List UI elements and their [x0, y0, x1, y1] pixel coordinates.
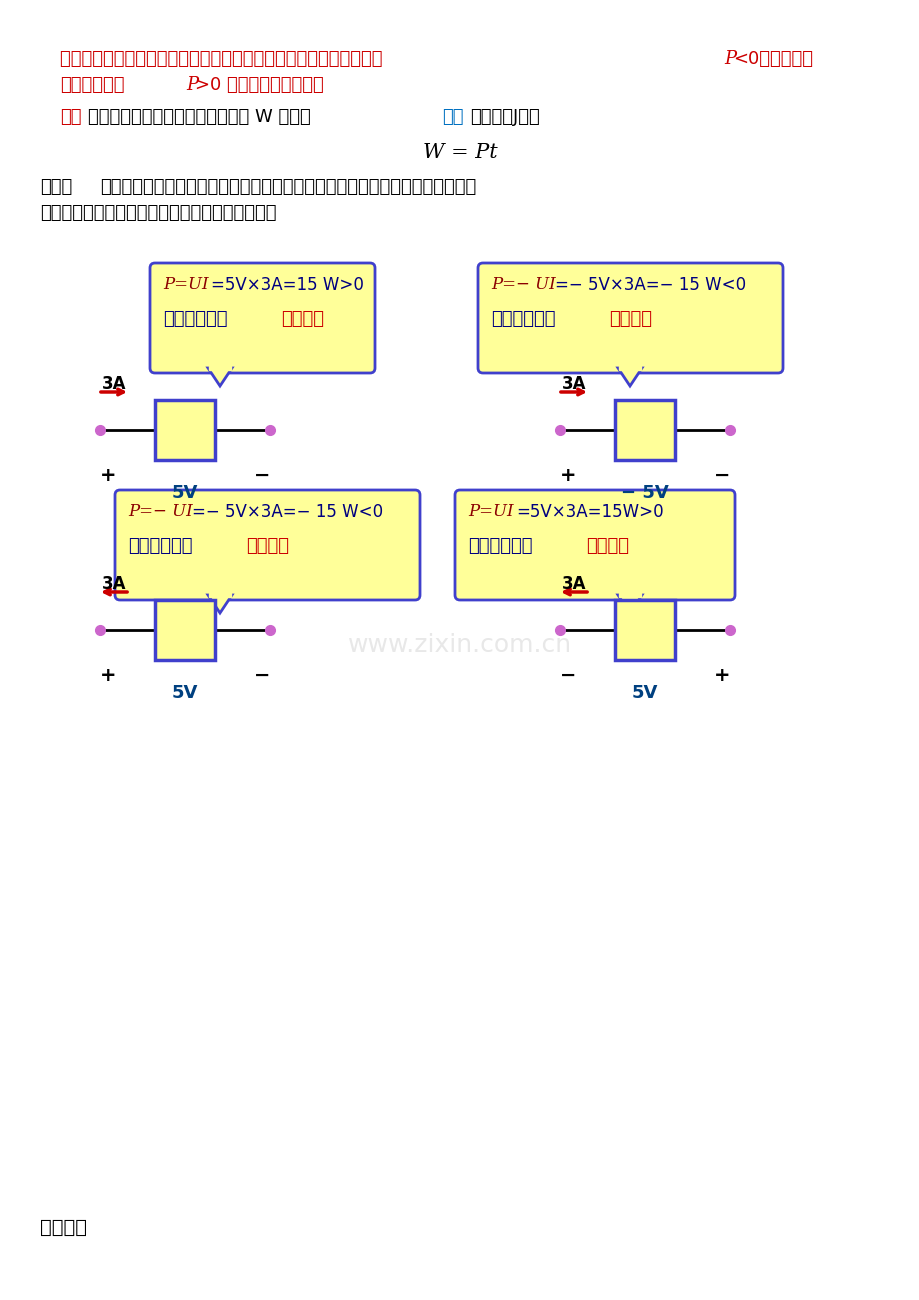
Text: W = Pt: W = Pt: [422, 143, 497, 162]
Text: 吸收功率: 吸收功率: [585, 537, 629, 555]
FancyBboxPatch shape: [115, 490, 420, 601]
Text: 元件实际上是: 元件实际上是: [468, 537, 532, 555]
Text: 3A: 3A: [562, 374, 585, 393]
FancyBboxPatch shape: [455, 490, 734, 601]
Text: 释放功率: 释放功率: [245, 537, 289, 555]
Text: 5V: 5V: [172, 684, 198, 702]
Polygon shape: [208, 595, 232, 614]
Polygon shape: [209, 367, 231, 370]
Text: www.zixin.com.cn: www.zixin.com.cn: [347, 633, 572, 656]
FancyBboxPatch shape: [614, 400, 675, 460]
Text: 3A: 3A: [102, 575, 126, 593]
Text: =5V×3A=15W>0: =5V×3A=15W>0: [516, 503, 663, 521]
Text: 是焦耳（J）。: 是焦耳（J）。: [470, 108, 539, 126]
Text: P: P: [186, 75, 198, 94]
Text: 功率，并说明该元件实际上是吸收还是释放功率。: 功率，并说明该元件实际上是吸收还是释放功率。: [40, 204, 277, 222]
Text: 元件实际上是: 元件实际上是: [128, 537, 192, 555]
Polygon shape: [618, 593, 641, 597]
FancyBboxPatch shape: [154, 601, 215, 660]
Text: 件释放功率，: 件释放功率，: [60, 75, 124, 94]
Text: −: −: [559, 666, 575, 685]
Text: =− 5V×3A=− 15 W<0: =− 5V×3A=− 15 W<0: [554, 276, 745, 294]
Text: P: P: [723, 49, 735, 68]
Text: 单位: 单位: [441, 108, 463, 126]
Text: 3A: 3A: [102, 374, 126, 393]
Text: =5V×3A=15 W>0: =5V×3A=15 W>0: [210, 276, 364, 294]
FancyBboxPatch shape: [154, 400, 215, 460]
Polygon shape: [208, 368, 232, 386]
Text: +: +: [99, 465, 116, 485]
Text: <0时则表示元: <0时则表示元: [732, 49, 812, 68]
Text: − 5V: − 5V: [620, 484, 668, 502]
Text: +: +: [99, 666, 116, 685]
Text: P=UI: P=UI: [163, 276, 209, 292]
Text: >0 表示元件吸收功率。: >0 表示元件吸收功率。: [195, 75, 323, 94]
FancyBboxPatch shape: [614, 601, 675, 660]
Text: −: −: [713, 465, 730, 485]
Text: P=UI: P=UI: [468, 503, 513, 520]
Text: 电能: 电能: [60, 108, 82, 126]
Text: 关联参考方向下，式中取正号，非关联参考方向下，式中取负号；若: 关联参考方向下，式中取正号，非关联参考方向下，式中取负号；若: [60, 49, 388, 68]
Text: 吸收功率: 吸收功率: [280, 309, 323, 328]
Text: 元件实际上是: 元件实际上是: [491, 309, 555, 328]
Text: 释放功率: 释放功率: [608, 309, 652, 328]
Text: P=− UI: P=− UI: [491, 276, 555, 292]
Text: P=− UI: P=− UI: [128, 503, 193, 520]
Text: +: +: [559, 465, 575, 485]
Text: 【重点】: 【重点】: [40, 1218, 87, 1238]
Polygon shape: [618, 368, 641, 386]
Text: 5V: 5V: [631, 684, 657, 702]
Text: 元件实际上是: 元件实际上是: [163, 309, 227, 328]
Text: 【例】: 【例】: [40, 178, 73, 196]
Text: 等于电场力所做的功，用大写字母 W 表示。: 等于电场力所做的功，用大写字母 W 表示。: [88, 108, 311, 126]
Text: −: −: [254, 666, 270, 685]
Text: =− 5V×3A=− 15 W<0: =− 5V×3A=− 15 W<0: [192, 503, 382, 521]
Text: −: −: [254, 465, 270, 485]
FancyBboxPatch shape: [150, 263, 375, 373]
Polygon shape: [209, 593, 231, 597]
Text: 3A: 3A: [562, 575, 585, 593]
Text: 5V: 5V: [172, 484, 198, 502]
Text: +: +: [713, 666, 730, 685]
Polygon shape: [618, 367, 641, 370]
FancyBboxPatch shape: [478, 263, 782, 373]
Polygon shape: [618, 595, 641, 614]
Text: 如图所示，用方框代表某一电路元件，其电压、电流如图中所示。求图中各元件: 如图所示，用方框代表某一电路元件，其电压、电流如图中所示。求图中各元件: [100, 178, 476, 196]
